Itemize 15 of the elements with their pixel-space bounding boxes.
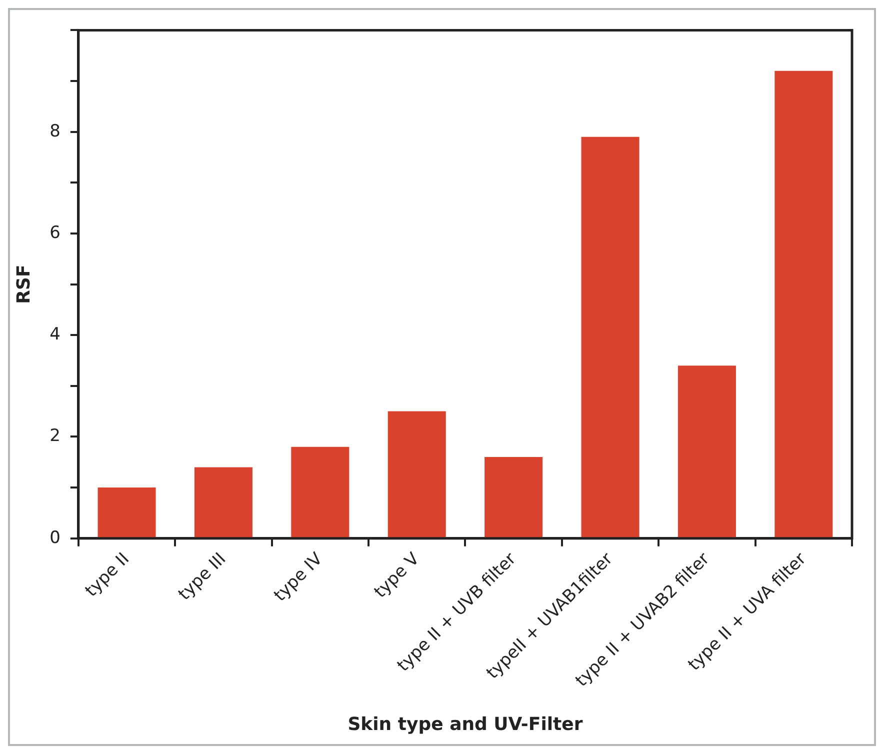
bar — [388, 411, 446, 538]
y-tick-label: 2 — [50, 426, 60, 446]
y-tick-label: 8 — [50, 121, 60, 142]
y-tick-label: 4 — [50, 324, 60, 345]
bar — [194, 467, 252, 538]
x-axis-title: Skin type and UV-Filter — [348, 714, 583, 735]
y-tick-label: 0 — [50, 528, 60, 548]
y-axis-title: RSF — [13, 264, 34, 304]
bar — [98, 488, 156, 538]
bar — [774, 70, 833, 538]
bar — [581, 136, 640, 538]
bar — [678, 366, 736, 538]
bar — [484, 457, 543, 538]
y-tick-label: 6 — [50, 222, 60, 243]
bar — [291, 446, 350, 538]
